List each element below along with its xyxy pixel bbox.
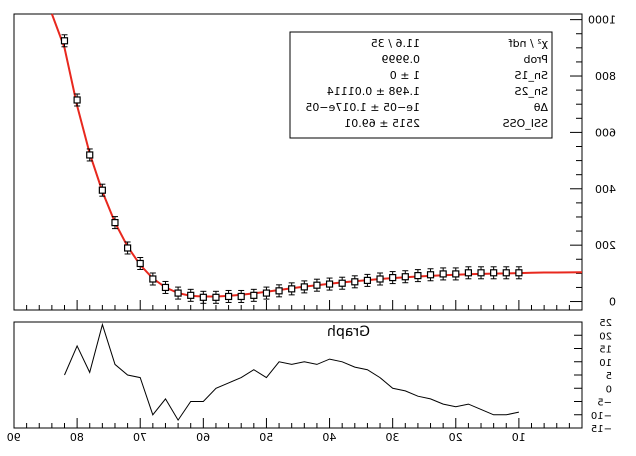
data-point [338,276,346,290]
bottom-y-tick-label: −5 [597,398,612,409]
bottom-y-tick-label: 20 [599,331,612,342]
stats-row-name: Prob [524,53,548,66]
bottom-y-tick-label: −15 [591,424,612,435]
bottom-y-tick-label: 0 [606,384,612,395]
data-point [60,34,69,48]
data-point [161,280,170,294]
bottom-x-tick-label: 60 [196,431,210,444]
data-point [439,267,447,281]
data-point [149,272,157,286]
top-y-tick-label: 600 [595,126,616,139]
bottom-x-tick-label: 70 [133,431,147,444]
data-point [401,270,409,284]
bottom-x-tick-label: 40 [322,431,336,444]
stats-row-name: SSI_OSS [503,117,548,130]
data-point [224,289,233,303]
data-point [452,267,460,281]
data-point [288,282,296,296]
bottom-x-tick-label: 30 [385,431,399,444]
bottom-y-tick-label: 5 [606,371,612,382]
stats-rows: χ² / ndf 11.6 / 35 Prob 0.9999 Sn_1S 1 ± 0 Sn_… [305,37,548,130]
top-y-tick-label: 1000 [588,14,616,27]
data-point [363,273,372,287]
data-point [123,241,132,255]
stats-row-value: 1.498 ± 0.01114 [327,85,420,98]
stats-row-value: 1e−05 ± 1.017e−05 [305,101,420,114]
data-point [414,269,422,283]
data-point [502,266,510,280]
data-point [237,289,245,303]
top-y-tick-label: 200 [595,239,616,252]
data-point [300,280,308,294]
data-point [389,271,397,285]
data-point [376,272,384,286]
bottom-y-tick-label: 25 [599,318,612,329]
data-point [490,266,498,280]
data-point [275,284,283,298]
bottom-title: Graph [327,324,370,340]
data-point [199,290,207,304]
stats-row-name: χ² / ndf [508,37,548,50]
data-point [313,278,321,292]
stats-box [289,31,553,139]
top-panel: 0 200 400 600 800 1000 χ² / ndf 11.6 / 35 Prob 0… [13,13,616,311]
data-point [325,277,334,291]
bottom-y-tick-label: −10 [591,411,612,422]
bottom-x-tick-label: 90 [7,431,21,444]
data-point [86,148,94,162]
residual-line [64,322,520,422]
bottom-x-tick-label: 50 [259,431,273,444]
bottom-y-tick-label: 15 [599,345,612,356]
data-point [250,288,258,302]
top-y-tick-label: 400 [595,183,616,196]
stats-row-value: 11.6 / 35 [371,37,420,50]
top-y-tick-label: 800 [595,70,616,83]
bottom-y-tick-label: 10 [599,358,612,369]
stats-box-frame [289,31,553,139]
data-point [111,216,119,230]
bottom-y-tick-labels: −15 −10 −5 0 5 10 15 20 25 [591,318,612,435]
stats-row-name: Sn_1S [515,69,548,82]
bottom-x-tick-label: 10 [512,431,526,444]
data-point [73,93,81,107]
data-point [212,290,220,304]
top-y-tick-label: 0 [609,296,616,309]
bottom-panel: 10 20 30 40 50 60 70 80 90 −15 −10 −5 0 5 10 15 20 25 Gr… [7,318,612,444]
data-points-layer [60,34,523,304]
data-point [136,256,144,270]
data-point [262,286,271,300]
stats-row-name: Sn_2S [515,85,548,98]
bottom-axis-ticks [13,321,583,429]
data-point [187,288,195,302]
bottom-x-tick-label: 20 [449,431,463,444]
stats-row-value: 0.9999 [382,53,421,66]
data-point [351,275,359,289]
data-point [98,183,106,197]
bottom-x-tick-labels: 10 20 30 40 50 60 70 80 90 [7,431,526,444]
stats-row-value: 2515 ± 69.01 [344,117,420,130]
data-point [174,286,182,300]
data-point [464,266,472,280]
bottom-x-tick-label: 80 [70,431,84,444]
top-axis-ticks [13,19,583,310]
stats-row-value: 1 ± 0 [390,69,420,82]
data-point [426,268,435,282]
data-point [477,266,485,280]
residual-line-layer [64,322,520,422]
data-point [515,266,523,280]
top-y-tick-labels: 0 200 400 600 800 1000 [588,14,616,309]
stats-row-name: Δθ [533,101,548,114]
